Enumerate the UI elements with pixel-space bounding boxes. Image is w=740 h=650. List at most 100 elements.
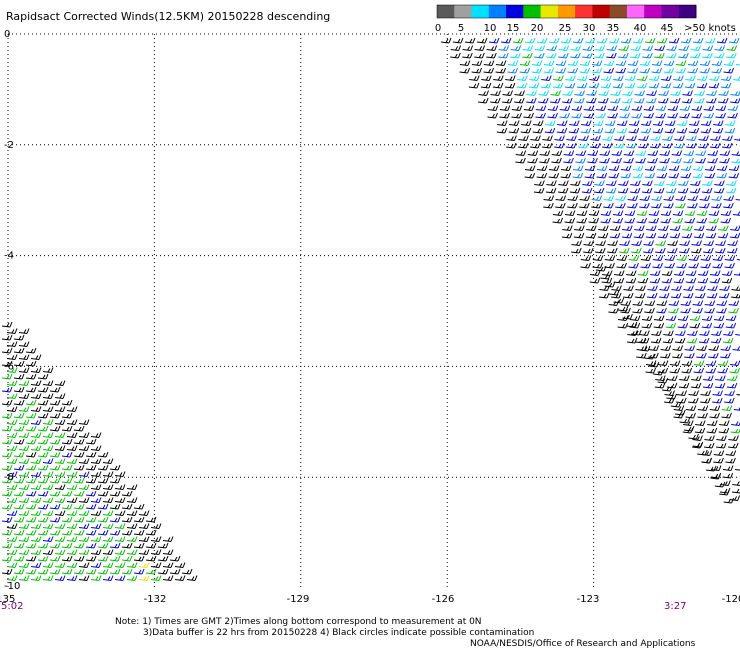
wind-barb [579, 195, 591, 201]
wind-barb [666, 382, 678, 389]
wind-speed-legend: 0 5 10 15 20 25 30 35 40 45 >50 knots [435, 4, 736, 34]
wind-barb [18, 549, 30, 555]
wind-barb [90, 497, 102, 503]
wind-barb [648, 217, 660, 224]
wind-barb [478, 90, 489, 96]
wind-barb [721, 142, 733, 149]
wind-barb [601, 75, 612, 81]
wind-barb [97, 529, 109, 536]
wind-barb [711, 202, 722, 209]
wind-barb [716, 307, 727, 314]
wind-barb [18, 471, 30, 477]
wind-barb [657, 377, 669, 384]
wind-barb [587, 150, 599, 156]
wind-barb [505, 75, 516, 81]
wind-barb [606, 52, 617, 59]
wind-barb [49, 568, 61, 575]
wind-barb [515, 157, 526, 164]
wind-barb [684, 352, 695, 359]
wind-barb [697, 142, 709, 149]
wind-barb [150, 562, 162, 568]
wind-barb [701, 315, 713, 321]
wind-barb [521, 120, 532, 126]
wind-barb [722, 270, 733, 276]
legend-swatch [575, 5, 593, 18]
wind-barb [174, 562, 186, 568]
wind-barb [553, 75, 564, 81]
wind-barb [126, 575, 138, 581]
wind-barb [679, 112, 690, 119]
wind-barb [571, 105, 583, 111]
wind-barb [703, 247, 714, 254]
wind-barb [664, 390, 675, 396]
wind-barb [711, 195, 723, 201]
wind-barb [524, 165, 536, 171]
wind-barb [536, 37, 548, 44]
wind-barb [689, 322, 701, 329]
wind-barb [688, 390, 699, 396]
wind-barb [547, 112, 558, 119]
wind-barb [704, 435, 715, 441]
wind-barb [667, 375, 678, 381]
wind-barb [732, 481, 740, 486]
wind-barb [677, 322, 689, 329]
wind-barb [644, 165, 656, 171]
wind-barb [670, 97, 681, 104]
wind-barb [577, 75, 588, 81]
wind-barb [37, 529, 49, 536]
wind-barb [621, 232, 633, 239]
wind-barb [97, 503, 109, 510]
wind-barb [133, 503, 145, 510]
legend-label: 35 [607, 23, 620, 34]
wind-barb [733, 406, 740, 411]
wind-barb [714, 45, 726, 51]
wind-barb [37, 503, 49, 510]
wind-barb [727, 375, 738, 381]
wind-barb [714, 52, 725, 59]
wind-barb [558, 52, 569, 59]
wind-barb [660, 345, 672, 351]
wind-barb [462, 52, 473, 59]
wind-barb [567, 67, 579, 74]
wind-barb [528, 82, 540, 89]
wind-barb [717, 360, 729, 366]
wind-barb [694, 90, 705, 96]
wind-barb [703, 442, 715, 449]
wind-barb [504, 82, 516, 89]
wind-barb [533, 187, 545, 194]
wind-barb [645, 232, 657, 239]
wind-barb [162, 549, 174, 555]
wind-barb [529, 75, 540, 81]
wind-barb [661, 385, 673, 392]
wind-barb [102, 484, 114, 490]
wind-barb [724, 127, 736, 134]
wind-barb [109, 529, 121, 536]
wind-barb [639, 345, 651, 352]
wind-barb [13, 425, 25, 432]
wind-barb [42, 562, 54, 568]
wind-barb [73, 425, 85, 432]
wind-barb [692, 441, 704, 448]
wind-barb [30, 432, 42, 438]
wind-barb [696, 210, 708, 216]
wind-barb [641, 322, 653, 329]
wind-barb [692, 307, 703, 314]
wind-barb [638, 270, 649, 276]
wind-barb [49, 399, 61, 406]
wind-barb [661, 142, 673, 149]
legend-label: 25 [559, 23, 572, 34]
wind-barb [25, 347, 37, 354]
wind-barb [559, 105, 571, 111]
wind-barb [673, 405, 685, 411]
wind-barb [613, 277, 625, 284]
wind-barb [648, 345, 660, 351]
wind-barb [13, 373, 25, 380]
wind-barb [706, 90, 717, 96]
wind-barb [700, 262, 711, 269]
wind-barb [551, 157, 562, 164]
wind-barb [73, 490, 85, 497]
wind-barb [658, 292, 670, 299]
wind-barb [639, 202, 650, 209]
wind-barb [49, 477, 61, 484]
wind-barb [686, 135, 697, 141]
